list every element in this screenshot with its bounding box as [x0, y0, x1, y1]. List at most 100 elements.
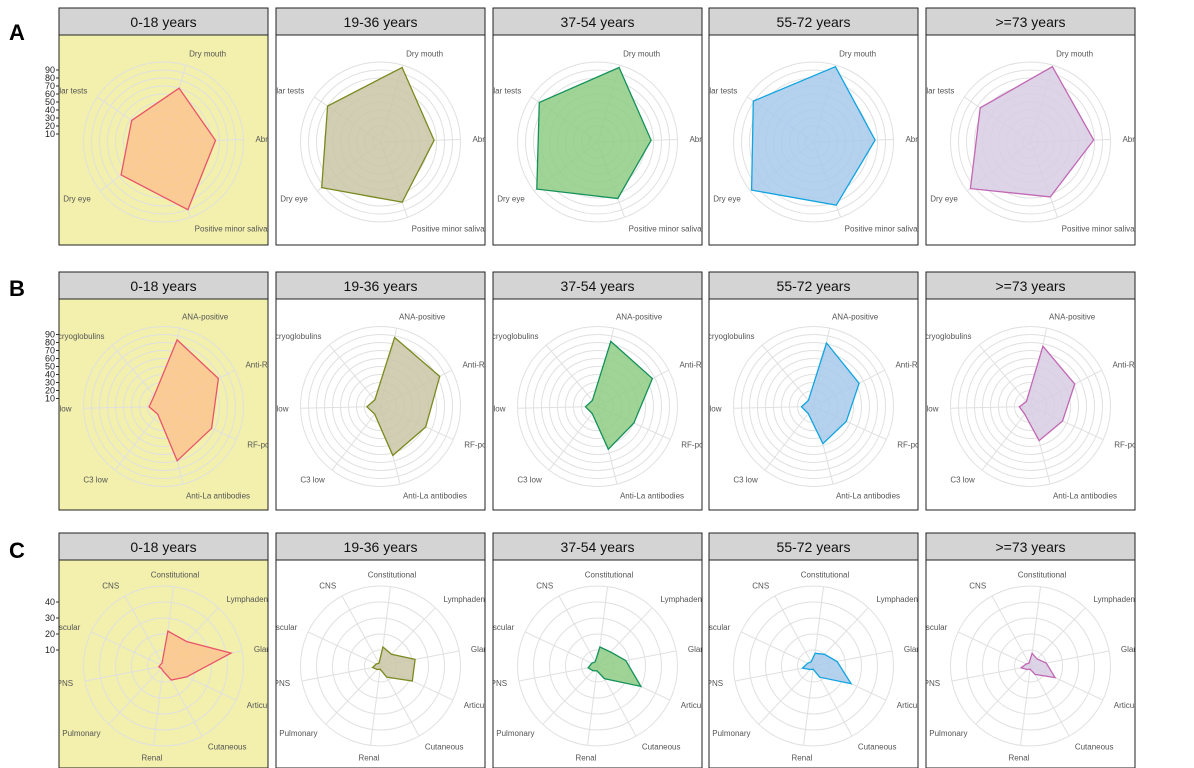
grid-circle	[300, 326, 461, 487]
radar-panel: 19-36 years ANA-positive Anti-Ro anti RF-po…	[264, 271, 504, 511]
axis-label: Anti-Ro antibodies	[1112, 361, 1177, 370]
axis-label: Abnormal oral d	[472, 135, 528, 144]
series-polygon	[321, 66, 435, 203]
axis-label: Abnormal ocular tests	[660, 86, 737, 95]
panel-border	[925, 298, 1136, 511]
panel-border	[58, 559, 269, 768]
chart-row-a: A 0-18 years Dry mouth Abnormal oral d Posit…	[9, 7, 1189, 246]
radar-panel: 19-36 years Constitutional Lymphadenopa Gla…	[265, 532, 504, 768]
tick-label: 60	[45, 354, 55, 364]
radar-panel: 37-54 years Constitutional Lymphadenopa Gla…	[482, 532, 703, 768]
axis-label: PNS	[491, 679, 507, 688]
axis-label: Anti-La antibodies	[186, 492, 250, 501]
grid-spoke	[1030, 665, 1070, 737]
axis-label: C3 low	[733, 476, 758, 485]
axis-label: Positive cryoglobulins	[678, 332, 755, 341]
facet-strip	[708, 271, 919, 300]
facet-label: 55-72 years	[777, 539, 851, 555]
axis-label: Positive cryoglobulins	[462, 332, 539, 341]
grid-circle	[91, 334, 236, 479]
grid-spoke	[307, 631, 381, 667]
facet-label: 19-36 years	[344, 278, 418, 294]
grid-spoke	[108, 665, 164, 725]
axis-label: C4 low	[914, 405, 939, 414]
grid-spoke	[957, 631, 1031, 667]
grid-circle	[533, 342, 662, 471]
grid-circle	[958, 69, 1103, 215]
facet-label: 37-54 years	[561, 278, 635, 294]
axis-label: Glandular	[1121, 645, 1156, 654]
axis-label: Anti-Ro anti	[462, 361, 504, 370]
tick-label: 70	[45, 346, 55, 356]
grid-spoke	[152, 665, 164, 746]
grid-circle	[765, 617, 862, 715]
axis-label: C4 low	[697, 405, 722, 414]
axis-label: Dry eye	[713, 194, 741, 203]
grid-circle	[549, 617, 646, 715]
axis-label: Renal	[1009, 753, 1030, 762]
tick-label: 50	[45, 97, 55, 107]
grid-circle	[741, 334, 886, 479]
facet-label: >=73 years	[995, 539, 1065, 555]
axis-label: Glandula	[471, 645, 504, 654]
axis-label: Renal	[359, 753, 380, 762]
grid-circle	[773, 366, 854, 447]
axis-label: Anti-La antibodies	[620, 492, 684, 501]
axis-label: Muscular	[265, 623, 298, 632]
grid-circle	[517, 585, 678, 747]
grid-circle	[765, 358, 862, 455]
tick-label: 30	[45, 113, 55, 123]
facet-label: 19-36 years	[344, 14, 418, 30]
axis-label: ANA-positive	[616, 312, 663, 321]
axis-label: Anti-Ro anti	[895, 361, 937, 370]
grid-circle	[982, 358, 1079, 455]
axis-label: Abnormal oral d	[255, 135, 311, 144]
grid-circle	[741, 69, 886, 215]
grid-spoke	[325, 665, 381, 725]
grid-circle	[316, 342, 445, 471]
panel-border	[275, 34, 486, 246]
facet-label: >=73 years	[995, 278, 1065, 294]
grid-spoke	[991, 595, 1031, 667]
axis-label: C4 low	[264, 405, 289, 414]
axis-label: Renal	[792, 753, 813, 762]
grid-spoke	[978, 344, 1031, 407]
panel-border	[58, 34, 269, 246]
radar-panel: 0-18 years ANA-positive Anti-Ro anti RF-pos…	[28, 271, 269, 511]
axis-label: Abnormal ocular tests	[10, 86, 87, 95]
axis-label: Muscular	[698, 623, 731, 632]
facet-label: 0-18 years	[130, 539, 196, 555]
radar-panel: >=73 years Dry mouth Abnormal oral diagnos…	[925, 7, 1189, 246]
grid-circle	[541, 350, 654, 463]
grid-spoke	[90, 631, 164, 667]
series-polygon	[969, 65, 1095, 198]
axis-label: Positive cryoglobulins	[28, 332, 105, 341]
axis-label: Muscular	[482, 623, 515, 632]
radar-panel: 0-18 years Dry mouth Abnormal oral d Positi…	[10, 7, 311, 246]
grid-circle	[83, 585, 244, 747]
axis-label: Pulmonary	[279, 729, 317, 738]
tick-label: 40	[45, 105, 55, 115]
grid-circle	[308, 69, 453, 215]
axis-label: Positive minor salivary gland biopsy	[1062, 225, 1189, 234]
axis-label: ANA-positive	[1049, 312, 1096, 321]
panel-border	[275, 559, 486, 768]
axis-label: Anti-Ro anti	[679, 361, 721, 370]
series-polygon	[536, 66, 652, 200]
axis-label: Anti-La antibodies	[403, 492, 467, 501]
tick-label: 60	[45, 89, 55, 99]
grid-circle	[525, 69, 670, 215]
facet-label: >=73 years	[995, 14, 1065, 30]
axis-label: Cutaneous	[1075, 743, 1114, 752]
grid-circle	[91, 69, 236, 215]
radar-panel: 0-18 years Constitutional Lymphadenopa Glan…	[57, 532, 269, 768]
series-polygon	[750, 65, 876, 206]
grid-circle	[733, 326, 894, 487]
axis-label: PNS	[57, 679, 73, 688]
series-polygon	[801, 652, 853, 685]
axis-label: Dry mouth	[839, 50, 876, 59]
axis-label: Pulmonary	[62, 729, 100, 738]
grid-spoke	[548, 406, 598, 471]
facet-label: 19-36 years	[344, 539, 418, 555]
grid-spoke	[124, 595, 164, 667]
